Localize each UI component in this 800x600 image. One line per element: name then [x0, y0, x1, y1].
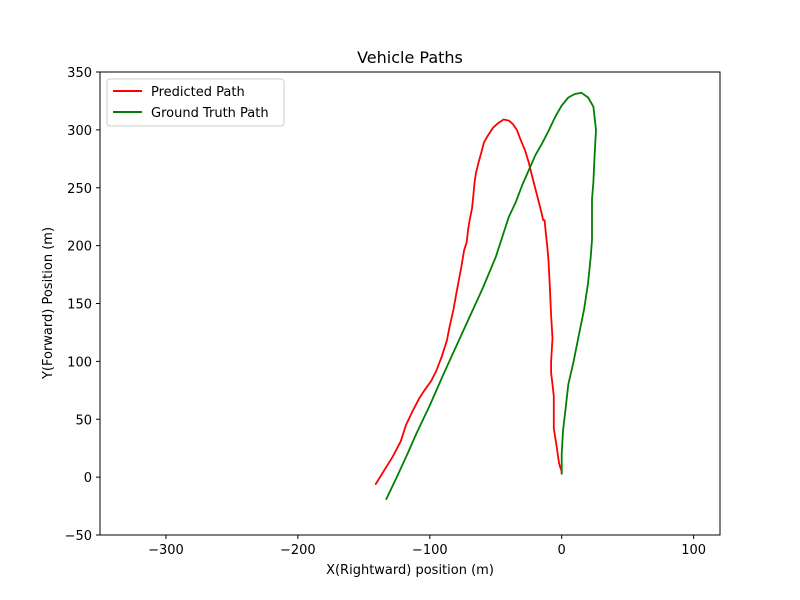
- legend-box: [106, 78, 285, 127]
- predicted-path-line: [374, 118, 563, 486]
- y-tick-label: 300: [67, 124, 92, 139]
- y-axis-label: Y(Forward) Position (m): [41, 227, 56, 380]
- y-tick-label: 100: [67, 355, 92, 370]
- legend-label-ground-truth: Ground Truth Path: [151, 106, 269, 121]
- y-tick-label: 250: [67, 182, 92, 197]
- y-tick-label: 200: [67, 240, 92, 255]
- ground-truth-path-line: [385, 91, 597, 501]
- chart-title: Vehicle Paths: [357, 48, 463, 67]
- plot-area-frame: [99, 71, 721, 536]
- y-tick-label: 350: [67, 66, 92, 81]
- x-tick-label: −300: [148, 543, 184, 558]
- legend-label-predicted: Predicted Path: [151, 85, 245, 100]
- x-tick-label: 100: [681, 543, 706, 558]
- y-tick-label: −50: [65, 529, 92, 544]
- legend: Predicted Path Ground Truth Path: [106, 78, 285, 127]
- x-tick-label: −100: [412, 543, 448, 558]
- y-tick-label: 0: [84, 471, 92, 486]
- y-tick-label: 50: [75, 413, 92, 428]
- x-tick-label: −200: [280, 543, 316, 558]
- x-axis-label: X(Rightward) position (m): [326, 563, 494, 578]
- x-tick-label: 0: [558, 543, 566, 558]
- y-tick-label: 150: [67, 298, 92, 313]
